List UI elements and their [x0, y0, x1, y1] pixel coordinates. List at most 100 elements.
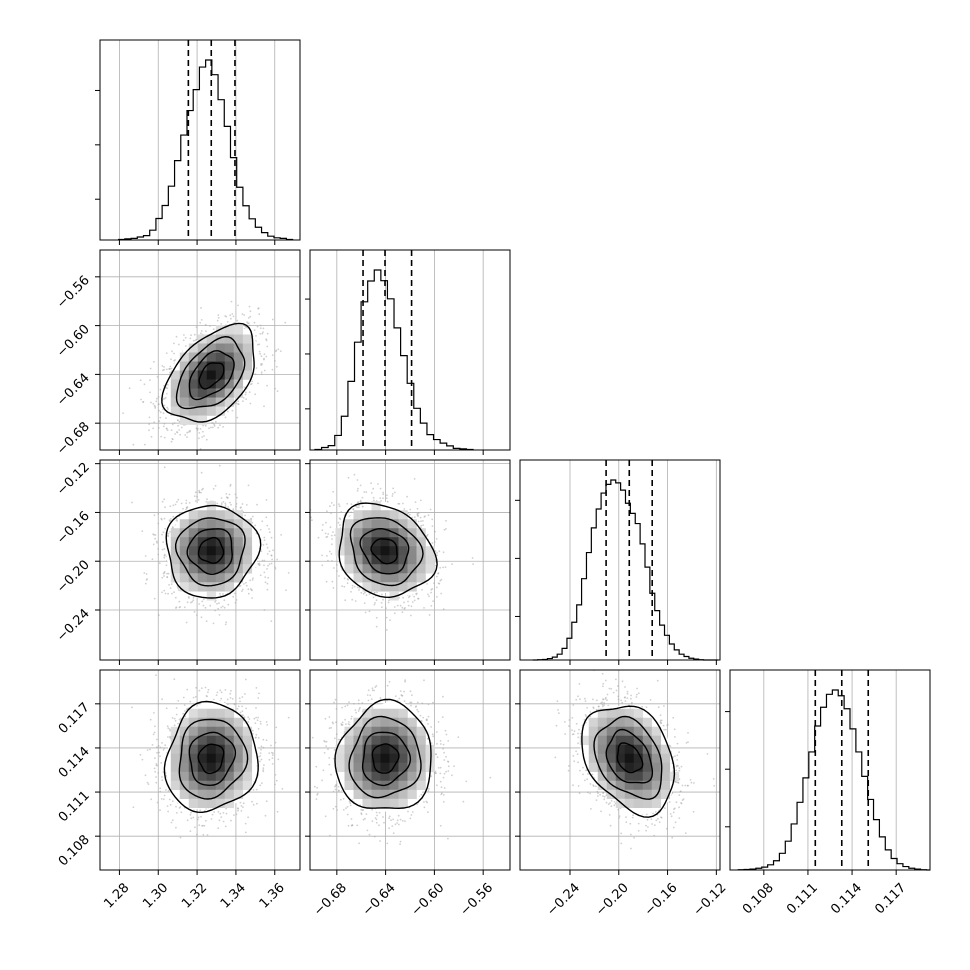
density-cell	[188, 555, 199, 565]
scatter-point	[177, 498, 180, 501]
scatter-point	[153, 597, 156, 600]
scatter-point	[194, 491, 197, 494]
scatter-point	[433, 582, 435, 585]
scatter-point	[343, 577, 346, 580]
y-tick-label: −0.60	[54, 322, 93, 361]
joint-panel: −0.24−0.20−0.16−0.12	[54, 459, 301, 665]
scatter-point	[257, 307, 260, 310]
scatter-point	[157, 455, 159, 457]
x-tick-label: 0.108	[740, 880, 777, 917]
density-cell	[179, 582, 190, 592]
scatter-point	[213, 423, 216, 426]
scatter-point	[196, 614, 198, 616]
scatter-point	[204, 323, 207, 326]
scatter-point	[421, 589, 423, 591]
scatter-point	[214, 601, 217, 603]
density-cell	[215, 388, 226, 398]
histogram-step	[314, 269, 474, 451]
scatter-point	[171, 350, 173, 353]
scatter-point	[420, 526, 422, 529]
scatter-point	[150, 435, 153, 438]
scatter-point	[256, 343, 259, 346]
scatter-point	[156, 540, 158, 543]
scatter-point	[226, 496, 229, 499]
scatter-point	[168, 367, 171, 370]
scatter-point	[442, 551, 445, 554]
density-cell	[197, 388, 208, 398]
scatter-point	[364, 611, 367, 614]
scatter-point	[276, 558, 279, 561]
scatter-point	[170, 367, 173, 370]
scatter-point	[267, 564, 269, 567]
scatter-point	[242, 396, 245, 399]
density-cell	[233, 528, 244, 538]
density-cell	[224, 582, 235, 592]
joint-panel	[305, 459, 511, 665]
scatter-point	[338, 505, 341, 508]
scatter-point	[154, 534, 157, 536]
scatter-point	[224, 504, 227, 506]
density-cell	[170, 370, 181, 380]
scatter-point	[241, 313, 244, 315]
scatter-point	[331, 543, 333, 546]
density-cell	[179, 546, 190, 556]
density-cell	[179, 370, 190, 380]
scatter-point	[435, 538, 438, 540]
density-cell	[179, 388, 190, 398]
scatter-point	[340, 511, 343, 513]
density-cell	[233, 519, 244, 529]
scatter-point	[204, 424, 207, 427]
scatter-point	[235, 503, 238, 505]
scatter-point	[229, 483, 232, 486]
scatter-point	[230, 503, 232, 506]
y-tick-label: −0.56	[54, 273, 93, 312]
scatter-point	[263, 564, 265, 567]
scatter-point	[331, 538, 333, 540]
scatter-point	[162, 412, 165, 415]
density-cell	[242, 343, 253, 353]
scatter-point	[193, 495, 196, 498]
scatter-point	[163, 436, 166, 439]
scatter-point	[275, 365, 278, 368]
scatter-point	[154, 537, 157, 540]
joint-content	[310, 473, 474, 631]
scatter-point	[370, 492, 373, 494]
scatter-point	[212, 622, 215, 625]
y-tick-label: −0.24	[54, 606, 93, 645]
scatter-point	[163, 589, 166, 592]
density-cell	[188, 406, 199, 416]
scatter-point	[248, 305, 251, 308]
scatter-point	[128, 387, 131, 390]
scatter-point	[262, 331, 264, 333]
scatter-point	[245, 504, 248, 506]
scatter-point	[231, 409, 234, 412]
scatter-point	[148, 429, 150, 432]
scatter-point	[198, 432, 201, 434]
scatter-point	[145, 573, 148, 575]
scatter-point	[163, 548, 166, 550]
scatter-point	[356, 479, 359, 481]
scatter-point	[159, 388, 162, 391]
scatter-point	[245, 398, 248, 400]
scatter-point	[223, 606, 226, 609]
density-cell	[215, 379, 226, 389]
scatter-point	[247, 484, 250, 487]
scatter-point	[245, 391, 247, 394]
scatter-point	[253, 329, 256, 332]
scatter-point	[231, 313, 234, 315]
scatter-point	[388, 599, 390, 602]
scatter-point	[156, 397, 158, 400]
scatter-point	[212, 422, 214, 425]
scatter-point	[274, 387, 276, 390]
scatter-point	[257, 382, 259, 385]
density-cell	[215, 406, 226, 416]
scatter-point	[170, 518, 172, 520]
scatter-point	[413, 595, 415, 598]
scatter-point	[241, 503, 244, 505]
scatter-point	[327, 559, 329, 562]
density-cell	[215, 582, 226, 592]
density-cell	[215, 546, 226, 556]
density-cell	[197, 343, 208, 353]
scatter-point	[423, 607, 425, 609]
